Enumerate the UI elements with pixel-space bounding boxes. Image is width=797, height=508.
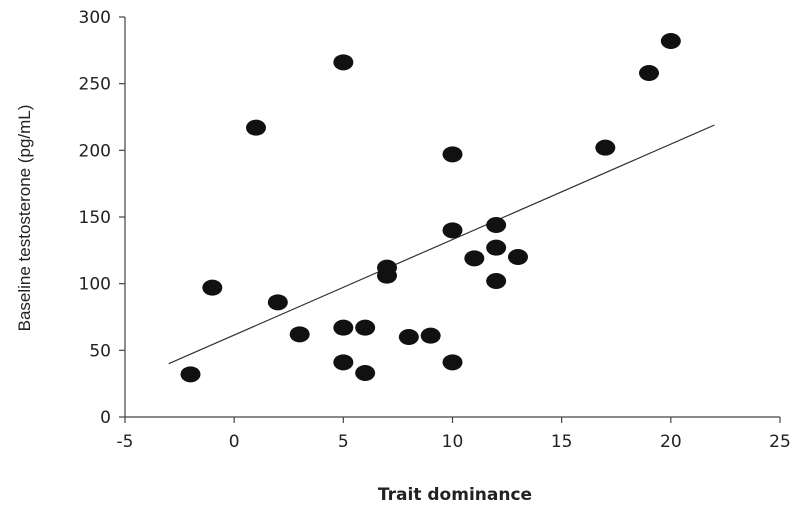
data-point bbox=[464, 250, 485, 267]
y-axis-title: Baseline testosterone (pg/mL) bbox=[15, 105, 34, 332]
data-point bbox=[442, 222, 463, 239]
data-point bbox=[420, 327, 441, 344]
data-point bbox=[267, 294, 288, 311]
data-point bbox=[333, 354, 354, 371]
data-point bbox=[289, 326, 310, 343]
x-tick-label: 10 bbox=[442, 432, 464, 452]
data-point bbox=[355, 365, 376, 381]
x-axis-title: Trait dominance bbox=[378, 485, 532, 505]
data-point bbox=[660, 33, 681, 49]
x-tick-label: 0 bbox=[229, 432, 240, 452]
data-point bbox=[246, 119, 266, 136]
trendline-layer bbox=[168, 124, 715, 365]
x-tick-label: 5 bbox=[338, 432, 349, 452]
data-point bbox=[639, 65, 659, 81]
data-point bbox=[333, 319, 354, 336]
data-point bbox=[486, 273, 507, 289]
data-point bbox=[442, 354, 463, 371]
data-point bbox=[442, 146, 463, 163]
data-point bbox=[333, 54, 354, 71]
data-points bbox=[180, 33, 681, 383]
x-tick-label: 20 bbox=[660, 432, 682, 452]
axes: 0 50 100 150 200 250 300 -5 0 5 10 15 20 25 bbox=[79, 8, 791, 452]
trendline bbox=[168, 124, 715, 365]
y-tick-label: 150 bbox=[79, 208, 111, 228]
data-point bbox=[377, 267, 397, 284]
data-point bbox=[486, 239, 507, 256]
data-point bbox=[202, 279, 223, 296]
y-tick-label: 0 bbox=[100, 408, 111, 428]
data-point bbox=[398, 329, 419, 345]
data-point bbox=[355, 319, 376, 336]
x-tick-label: -5 bbox=[117, 432, 134, 452]
y-tick-label: 250 bbox=[79, 75, 111, 95]
y-tick-label: 200 bbox=[79, 141, 111, 161]
x-tick-label: 15 bbox=[551, 432, 573, 452]
data-point bbox=[486, 217, 507, 233]
x-tick-label: 25 bbox=[769, 432, 791, 452]
y-tick-label: 100 bbox=[79, 275, 111, 295]
data-point bbox=[508, 249, 528, 265]
y-tick-label: 50 bbox=[89, 341, 111, 361]
y-tick-label: 300 bbox=[79, 8, 111, 28]
data-point bbox=[180, 366, 201, 383]
data-point bbox=[595, 139, 616, 156]
